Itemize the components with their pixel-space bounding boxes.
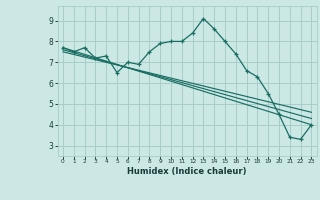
X-axis label: Humidex (Indice chaleur): Humidex (Indice chaleur) [127,167,247,176]
